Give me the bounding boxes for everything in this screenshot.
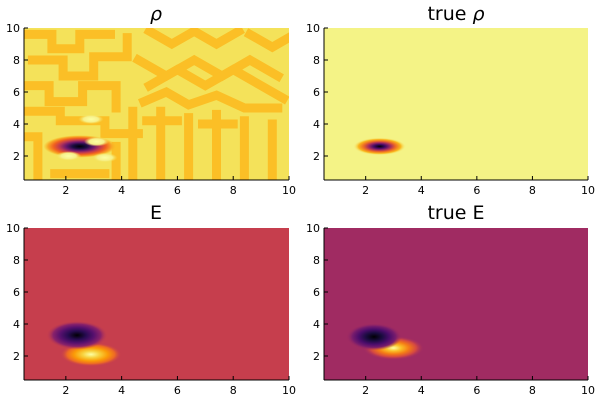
panel-true-rho-y-tick-label: 8 [313,54,320,67]
panel-true-e-x-tick-label: 2 [362,384,369,397]
panel-rho-light-spot [56,151,82,161]
panel-true-rho-x-tick-label: 6 [473,184,480,197]
panel-rho-light-spot [92,152,118,163]
panel-true-rho-x-tick-label: 8 [529,184,536,197]
panel-rho-x-tick-label: 4 [118,184,125,197]
panel-true-e-x-tick-label: 8 [529,384,536,397]
panel-true-rho-dark-blob [353,137,406,156]
panel-rho-y-tick-label: 8 [13,54,20,67]
panel-e-x-tick-label: 8 [230,384,237,397]
panel-true-e-axes: 2 4 6 8 10 2 4 6 8 10 [306,222,595,397]
panel-rho-x-tick-label: 2 [62,184,69,197]
panel-e-features [46,320,122,367]
panel-e-title: E [150,202,162,224]
panel-e-y-tick-label: 10 [6,222,20,235]
panel-true-e-background [324,228,588,380]
panel-true-e-y-tick-label: 10 [306,222,320,235]
panel-true-rho-y-tick-label: 4 [313,118,320,131]
panel-rho-features [43,114,118,163]
panel-e-y-tick-label: 8 [13,254,20,267]
panel-rho-stripe [24,132,43,180]
panel-true-rho-features [353,137,406,156]
panel-true-e-y-tick-label: 2 [313,350,320,363]
panel-e: E 2 4 6 8 10 2 4 6 8 10 [6,202,296,397]
panel-rho-light-spot [78,114,104,124]
panel-rho-stripe [24,81,121,113]
panel-rho-stripe [27,33,132,81]
panel-rho-y-tick-label: 6 [13,86,20,99]
panel-rho-stripe [243,28,289,53]
panel-rho-stripe [132,53,284,83]
panel-rho-stripe [143,28,245,50]
panel-rho-x-tick-label: 10 [282,184,296,197]
panel-rho-y-tick-label: 4 [13,118,20,131]
panel-true-rho-y-tick-label: 2 [313,150,320,163]
panel-rho-y-tick-label: 10 [6,22,20,35]
panel-true-rho-x-tick-label: 2 [362,184,369,197]
panel-e-x-tick-label: 2 [62,384,69,397]
panel-rho-x-tick-label: 8 [230,184,237,197]
panel-e-plot-area [24,228,289,380]
panel-true-e-y-tick-label: 6 [313,286,320,299]
panel-rho-plot-area [24,28,289,180]
panel-rho-stripe [24,29,115,54]
panel-true-e-x-tick-label: 6 [473,384,480,397]
panel-rho-title: ρ [150,3,162,25]
panel-true-e: true E 2 4 6 8 10 2 4 6 8 10 [306,202,595,397]
panel-true-rho: true ρ 2 4 6 8 10 2 4 6 8 10 [306,3,595,197]
panel-e-axes: 2 4 6 8 10 2 4 6 8 10 [6,222,296,397]
panel-e-x-tick-label: 10 [282,384,296,397]
panel-rho-axes: 2 4 6 8 10 2 4 6 8 10 [6,22,296,197]
panel-rho-stripe [137,86,283,113]
panel-true-e-x-tick-label: 4 [418,384,425,397]
panel-e-x-tick-label: 6 [174,384,181,397]
panel-true-e-x-tick-label: 10 [581,384,595,397]
panel-true-rho-axes: 2 4 6 8 10 2 4 6 8 10 [306,22,595,197]
panel-rho-stripe-pattern [24,28,289,180]
panel-true-e-plot-area [324,228,588,380]
panel-true-rho-plot-area [324,28,588,180]
panel-true-rho-x-tick-label: 4 [418,184,425,197]
panel-e-dark-blob [46,320,108,350]
panel-true-rho-background [324,28,588,180]
panel-true-e-features [346,323,425,360]
panel-rho-y-tick-label: 2 [13,150,20,163]
panel-e-y-tick-label: 2 [13,350,20,363]
panel-true-rho-y-tick-label: 10 [306,22,320,35]
panel-true-rho-y-tick-label: 6 [313,86,320,99]
panel-true-e-y-tick-label: 4 [313,318,320,331]
panel-rho: ρ 2 4 6 8 10 2 4 6 8 10 [6,3,296,197]
panel-rho-x-tick-label: 6 [174,184,181,197]
panel-e-y-tick-label: 6 [13,286,20,299]
panel-true-rho-title: true ρ [427,3,484,25]
panel-true-e-dark-blob [346,323,402,351]
panel-rho-light-spot [83,136,110,147]
panel-rho-stripe [143,64,289,105]
panel-e-y-tick-label: 4 [13,318,20,331]
panel-true-rho-x-tick-label: 10 [581,184,595,197]
panel-true-e-title: true E [427,202,484,224]
panel-true-e-y-tick-label: 8 [313,254,320,267]
panel-e-x-tick-label: 4 [118,384,125,397]
